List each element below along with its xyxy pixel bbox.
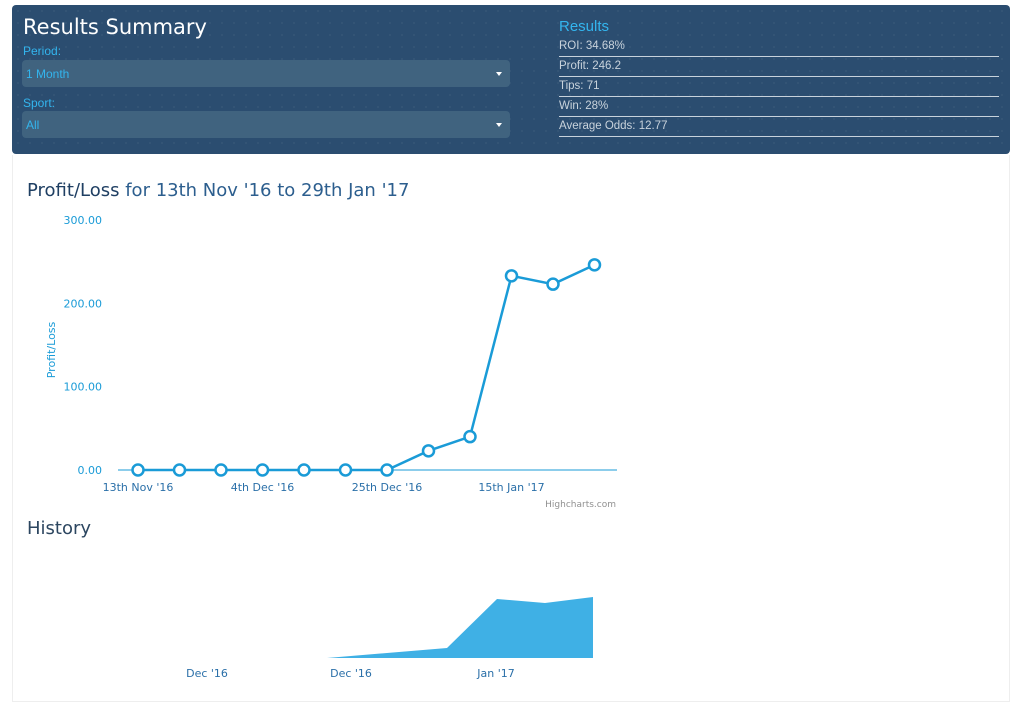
data-point[interactable] [214,463,228,477]
result-roi: ROI: 34.68% [559,37,999,57]
history-x-tick-label: Dec '16 [330,667,372,680]
series-line [138,263,596,472]
y-tick-label: 0.00 [78,464,103,477]
period-label: Period: [23,44,62,58]
highcharts-credit[interactable]: Highcharts.com [545,500,616,510]
sport-select-value: All [26,118,40,132]
history-chart: Dec '16 Dec '16 Jan '17 [186,597,593,680]
data-point[interactable] [380,463,394,477]
chart-title-range: for 13th Nov '16 to 29th Jan '17 [119,180,410,201]
y-tick-label: 100.00 [64,381,103,394]
y-tick-label: 200.00 [64,297,103,310]
history-x-tick-label: Jan '17 [476,667,514,680]
x-tick-label: 13th Nov '16 [103,481,174,494]
data-point[interactable] [338,463,353,477]
data-point[interactable] [587,258,602,272]
data-point[interactable] [546,277,560,291]
profit-loss-chart: 0.00 100.00 200.00 300.00 Profit/Loss 13th … [45,214,617,510]
results-title: Results [559,18,610,35]
chart-title-strong: Profit/Loss [27,180,120,201]
result-win: Win: 28% [559,97,999,117]
period-select[interactable]: 1 Month [22,60,510,87]
chart-title: Profit/Loss for 13th Nov '16 to 29th Jan… [27,180,409,201]
x-tick-label: 4th Dec '16 [231,481,295,494]
panel-title: Results Summary [23,15,207,39]
data-point[interactable] [172,463,187,477]
chevron-down-icon [496,72,502,76]
results-list: ROI: 34.68% Profit: 246.2 Tips: 71 Win: … [559,37,999,137]
history-x-tick-label: Dec '16 [186,667,228,680]
data-point[interactable] [504,269,519,283]
result-average-odds: Average Odds: 12.77 [559,117,999,137]
x-tick-label: 15th Jan '17 [478,481,544,494]
data-point[interactable] [255,463,270,477]
history-area [327,597,593,658]
sport-label: Sport: [23,96,56,110]
data-point[interactable] [463,429,477,444]
period-select-value: 1 Month [26,67,70,81]
history-title: History [27,518,92,539]
y-axis-label: Profit/Loss [45,321,58,378]
y-tick-label: 300.00 [64,214,103,227]
data-point[interactable] [131,463,145,477]
results-summary-panel: Results Summary Period: 1 Month Sport: A… [12,5,1010,154]
result-profit: Profit: 246.2 [559,57,999,77]
result-tips: Tips: 71 [559,77,999,97]
sport-select[interactable]: All [22,111,510,138]
data-point[interactable] [421,444,436,458]
x-tick-label: 25th Dec '16 [352,481,423,494]
chevron-down-icon [496,123,502,127]
data-point[interactable] [297,463,311,477]
